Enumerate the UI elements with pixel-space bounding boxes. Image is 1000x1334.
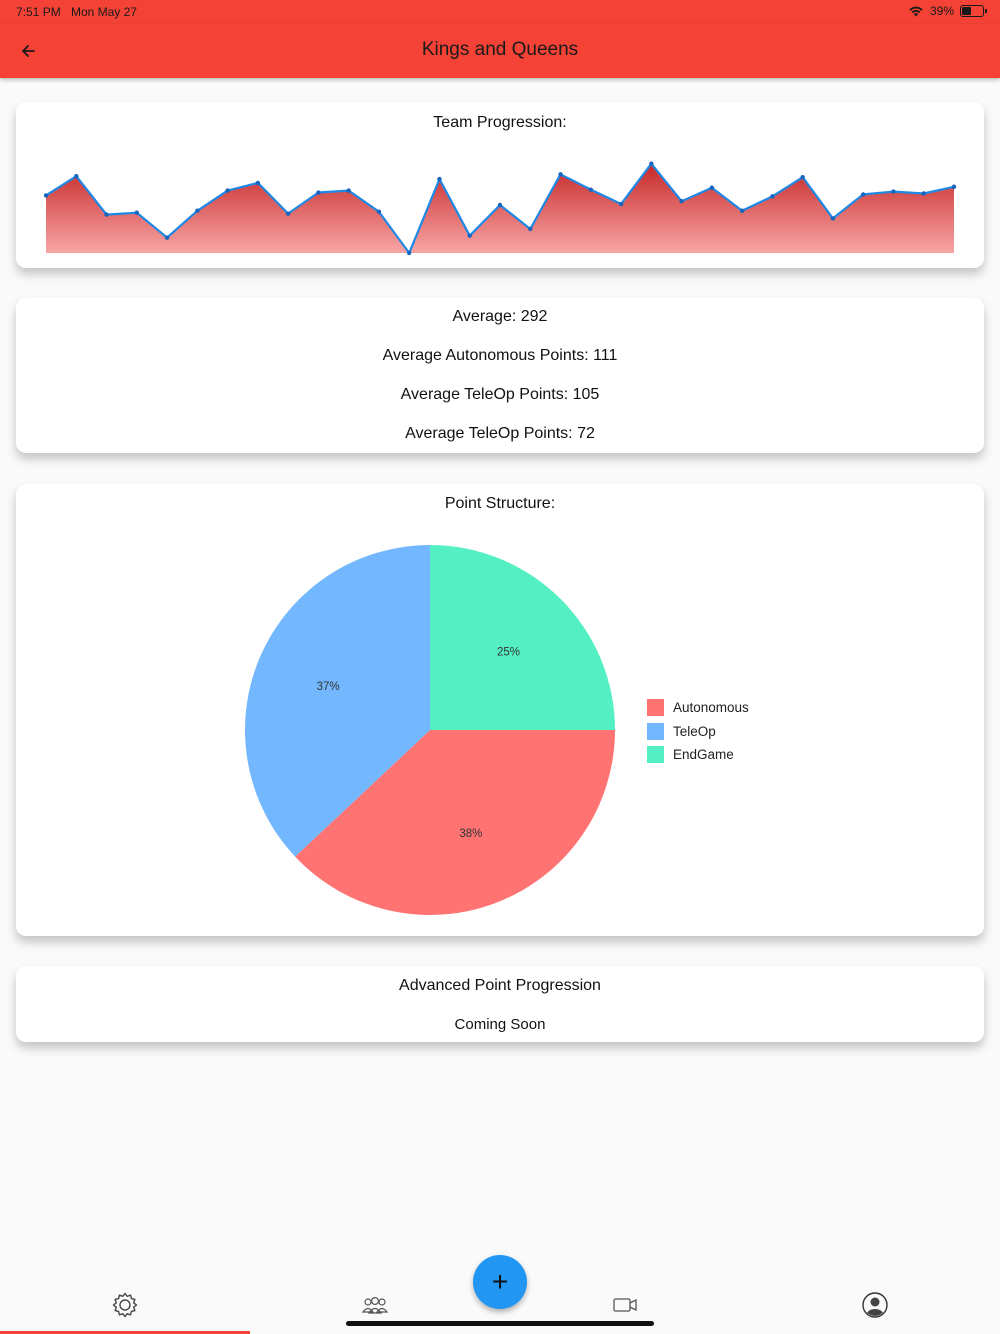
team-progression-title: Team Progression: [433, 114, 567, 131]
plus-icon: + [491, 1266, 509, 1297]
pie-slice-teleop [245, 545, 430, 857]
average-endgame: Average TeleOp Points: 72 [405, 425, 595, 442]
progression-point [497, 202, 503, 208]
video-camera-icon [613, 1298, 637, 1312]
nav-video[interactable] [610, 1290, 640, 1320]
legend-label: TeleOp [673, 723, 716, 739]
average-teleop: Average TeleOp Points: 105 [400, 386, 600, 403]
progression-point [921, 191, 926, 196]
team-icon [361, 1296, 389, 1314]
legend-swatch [647, 699, 664, 717]
progression-point [951, 184, 957, 189]
status-indicators: 39% [908, 4, 987, 18]
progression-point [800, 174, 805, 180]
legend-item-teleop: TeleOp [647, 720, 749, 744]
progression-point [195, 208, 200, 213]
progression-point [74, 174, 79, 179]
battery-icon [960, 5, 987, 17]
wifi-icon [909, 6, 923, 17]
progression-point [285, 211, 291, 216]
pie-label-teleop: 37% [317, 681, 340, 693]
pie-slice-autonomous [295, 730, 616, 915]
progression-point [588, 187, 593, 192]
averages-card: Average: 292 Average Autonomous Points: … [16, 298, 984, 453]
progression-point [43, 193, 49, 198]
pie-label-endgame: 25% [497, 647, 520, 659]
legend-label: EndGame [673, 747, 734, 763]
legend-swatch [647, 746, 664, 764]
advanced-progression-title: Advanced Point Progression [399, 977, 601, 994]
home-indicator [346, 1321, 654, 1326]
legend-swatch [647, 722, 664, 740]
status-bar: 7:51 PM Mon May 27 39% [0, 0, 1000, 24]
legend-item-autonomous: Autonomous [647, 696, 749, 720]
progression-point [346, 188, 351, 193]
progression-point [134, 210, 139, 215]
progression-point [679, 198, 684, 204]
bottom-nav [0, 1280, 1000, 1334]
nav-settings[interactable] [110, 1290, 140, 1320]
gear-icon [112, 1292, 138, 1318]
progression-point [830, 216, 836, 221]
pie-slice-endgame [430, 545, 615, 730]
back-button[interactable] [14, 37, 42, 65]
status-time: 7:51 PM [16, 5, 61, 19]
team-progression-card: Team Progression: [16, 102, 984, 268]
progression-point [558, 172, 563, 177]
average-autonomous: Average Autonomous Points: 111 [382, 347, 618, 364]
page-title: Kings and Queens [421, 39, 579, 60]
arrow-left-icon [22, 45, 35, 57]
battery-percent: 39% [929, 4, 954, 18]
point-structure-pie-chart: 25% 38% 37% [245, 545, 616, 915]
progression-point [164, 235, 170, 240]
point-structure-card: Point Structure: 25% 38% 37% Autonomous Tel… [16, 484, 984, 936]
progression-point [528, 226, 533, 232]
progression-area [46, 163, 954, 253]
progression-point [739, 208, 745, 213]
nav-team[interactable] [360, 1290, 390, 1320]
battery-level [962, 7, 971, 15]
progression-point [891, 189, 896, 194]
progression-point [407, 250, 412, 256]
progression-point [649, 161, 654, 166]
progression-point [104, 212, 109, 217]
progression-point [376, 209, 382, 214]
nav-active-indicator [0, 1331, 250, 1334]
progression-point [618, 201, 624, 207]
nav-account[interactable] [860, 1290, 890, 1320]
progression-point [770, 194, 775, 199]
progression-point [467, 233, 472, 238]
pie-label-autonomous: 38% [459, 828, 482, 840]
account-icon [862, 1292, 888, 1318]
progression-point [861, 192, 866, 197]
advanced-progression-card: Advanced Point Progression Coming Soon [16, 966, 984, 1042]
progression-point [437, 176, 442, 182]
progression-point [225, 188, 230, 193]
add-button[interactable]: + [473, 1255, 527, 1309]
legend-label: Autonomous [673, 700, 749, 716]
app-bar: Kings and Queens [0, 24, 1000, 78]
legend-item-endgame: EndGame [647, 743, 749, 767]
status-date: Mon May 27 [71, 5, 138, 19]
progression-point [709, 185, 715, 190]
advanced-progression-subtitle: Coming Soon [454, 1016, 546, 1033]
team-progression-chart [43, 161, 957, 256]
point-structure-title: Point Structure: [444, 495, 556, 512]
pie-legend: Autonomous TeleOp EndGame [647, 696, 749, 767]
average-total: Average: 292 [452, 308, 548, 325]
progression-point [255, 180, 261, 186]
progression-point [316, 190, 321, 195]
